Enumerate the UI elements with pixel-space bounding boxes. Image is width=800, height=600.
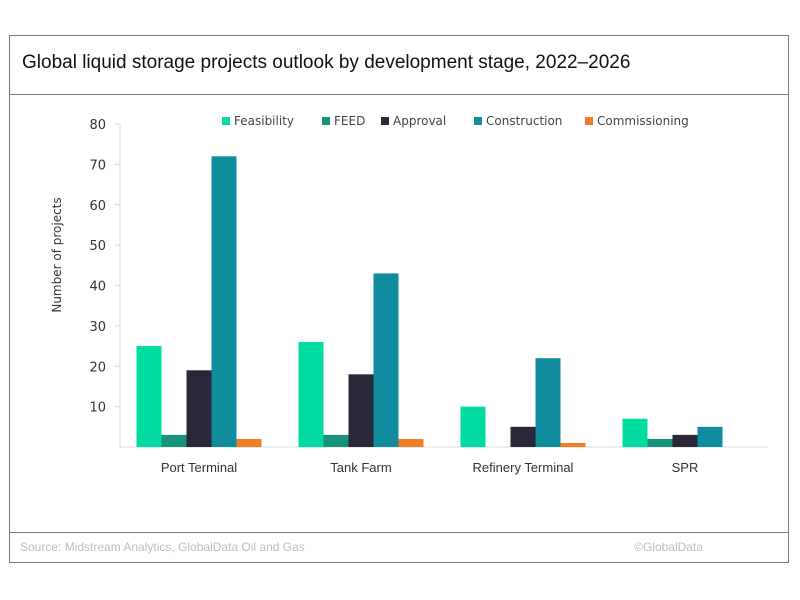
bar-feasibility-tank-farm: [298, 342, 324, 447]
axes: 10 20 30 40 50 60 70 80 Number of projects Port T…: [50, 118, 768, 475]
y-tick-label: 70: [89, 158, 106, 173]
bar-construction-port-terminal: [211, 156, 237, 448]
bar-feed-spr: [647, 438, 673, 447]
legend-label-commissioning: Commissioning: [597, 114, 689, 128]
bar-feasibility-port-terminal: [136, 346, 162, 447]
footer: Source: Midstream Analytics, GlobalData …: [10, 532, 788, 562]
bar-approval-tank-farm: [348, 374, 374, 447]
source-note: Source: Midstream Analytics, GlobalData …: [20, 540, 305, 554]
x-tick-label: Tank Farm: [330, 460, 391, 475]
chart-frame: Global liquid storage projects outlook b…: [9, 35, 789, 563]
legend-swatch-feed: [322, 117, 330, 125]
bar-approval-port-terminal: [186, 370, 212, 447]
bar-construction-refinery-terminal: [535, 358, 561, 447]
y-tick-label: 30: [89, 320, 106, 335]
legend-swatch-approval: [381, 117, 389, 125]
x-tick-label: Port Terminal: [161, 460, 237, 475]
bar-approval-refinery-terminal: [510, 426, 536, 447]
bar-feed-tank-farm: [323, 434, 349, 447]
title-bar: Global liquid storage projects outlook b…: [10, 36, 788, 95]
y-tick-label: 80: [89, 118, 106, 133]
bar-feasibility-refinery-terminal: [460, 406, 486, 447]
bar-construction-tank-farm: [373, 273, 399, 447]
copyright-note: ©GlobalData: [634, 540, 703, 554]
bar-construction-spr: [697, 426, 723, 447]
legend-label-construction: Construction: [486, 114, 562, 128]
x-tick-label: SPR: [672, 460, 699, 475]
legend-swatch-commissioning: [585, 117, 593, 125]
y-tick-label: 50: [89, 239, 106, 254]
y-tick-label: 20: [89, 360, 106, 375]
bar-feed-port-terminal: [161, 434, 187, 447]
legend-label-feasibility: Feasibility: [234, 114, 294, 128]
y-tick-label: 40: [89, 280, 106, 295]
bar-commissioning-refinery-terminal: [560, 442, 586, 447]
y-tick-label: 60: [89, 199, 106, 214]
legend-label-feed: FEED: [334, 114, 365, 128]
bar-feasibility-spr: [622, 418, 648, 447]
legend-swatch-feasibility: [222, 117, 230, 125]
bar-commissioning-port-terminal: [236, 438, 262, 447]
chart-title: Global liquid storage projects outlook b…: [22, 52, 631, 73]
legend-swatch-construction: [474, 117, 482, 125]
legend: Feasibility FEED Approval Construction Commi…: [222, 114, 689, 128]
bar-approval-spr: [672, 434, 698, 447]
y-tick-label: 10: [89, 401, 106, 416]
legend-label-approval: Approval: [393, 114, 446, 128]
y-axis-label: Number of projects: [50, 197, 64, 312]
bar-commissioning-tank-farm: [398, 438, 424, 447]
x-tick-label: Refinery Terminal: [473, 460, 574, 475]
bars: [136, 156, 723, 448]
